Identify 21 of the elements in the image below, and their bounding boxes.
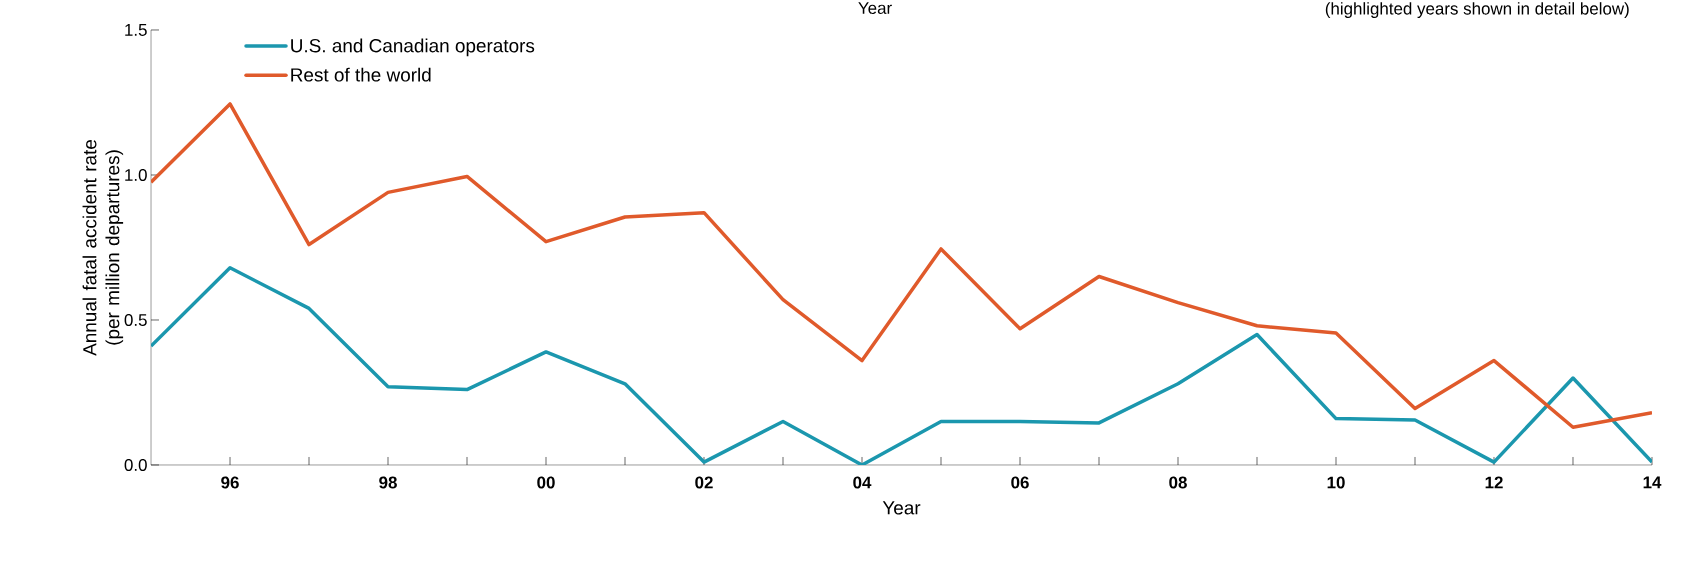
legend-label: U.S. and Canadian operators [291,38,535,57]
y-tick-label: 1.5 [125,24,147,36]
x-tick-label: 08 [1169,476,1187,489]
y-tick-label: 1.0 [125,168,147,181]
x-axis-title: Year [882,501,921,515]
y-tick-label: 0.5 [124,313,147,326]
x-tick-label: 98 [379,476,397,489]
legend-label: Rest of the world [291,67,431,82]
x-tick-label: 96 [221,476,239,489]
y-axis-title: Annual fatal accident rate (per million departures) [82,139,124,356]
x-tick-label: 00 [537,476,555,489]
text: Year [858,2,892,15]
x-tick-label: 04 [853,476,872,489]
x-tick-label: 14 [1643,476,1662,489]
x-tick-label: 06 [1011,476,1029,489]
x-tick-label: 02 [695,476,713,489]
line-series [151,102,1652,430]
y-tick-label: 0.0 [124,458,147,471]
x-tick-label: 12 [1485,476,1503,489]
x-tick-label: 10 [1327,476,1345,489]
text: (highlighted years shown in detail below) [1325,2,1629,18]
